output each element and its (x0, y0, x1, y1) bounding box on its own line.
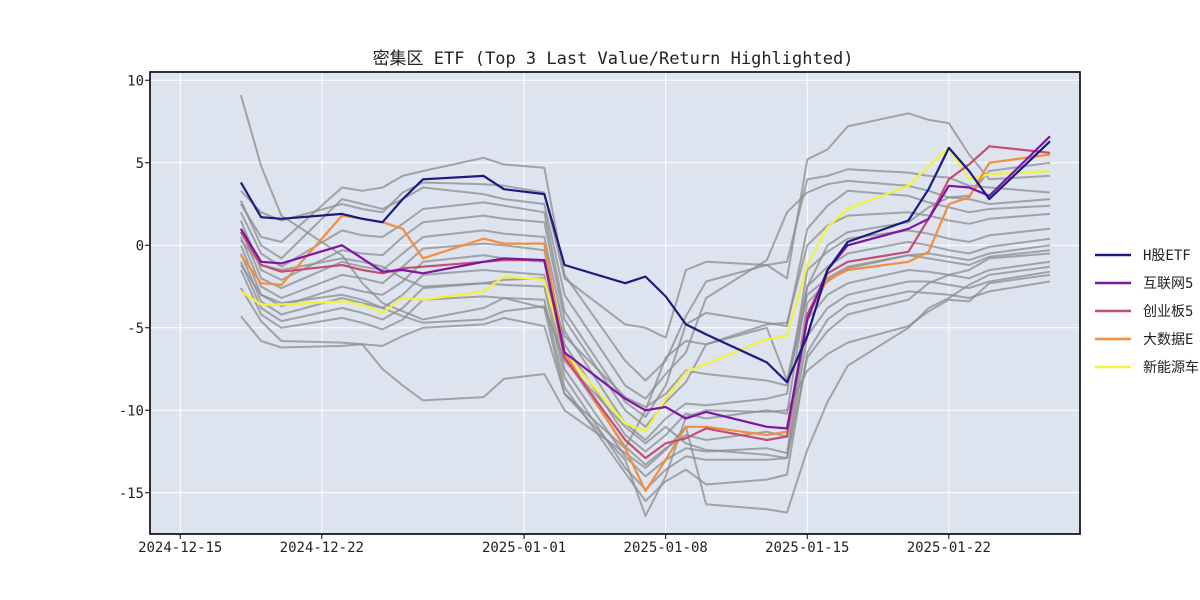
background-series-line (240, 112, 1051, 339)
series-line (239, 145, 1051, 460)
legend-label: 大数据E (1143, 332, 1193, 348)
series-line (239, 140, 1051, 384)
legend-label: 新能源车 (1143, 359, 1199, 376)
legend-label: 互联网5 (1143, 276, 1193, 292)
x-tick-label: 2025-01-22 (907, 540, 991, 556)
background-series-line (239, 236, 1051, 453)
highlighted-series-lines (239, 135, 1051, 493)
y-tick-label: -5 (127, 321, 144, 337)
background-series-line (240, 265, 1051, 514)
chart-title: 密集区 ETF (Top 3 Last Value/Return Highlig… (373, 49, 854, 69)
y-tick-label: 5 (136, 156, 144, 172)
y-tick-label: 0 (136, 238, 144, 254)
background-series-line (240, 252, 1051, 460)
series-line (239, 135, 1051, 430)
axis-ticks: 2024-12-15 2024-12-22 2025-01-01 2025-01-08… (119, 73, 991, 556)
x-tick-label: 2025-01-01 (482, 540, 566, 556)
x-tick-label: 2025-01-08 (624, 540, 708, 556)
legend-label: H股ETF (1143, 248, 1191, 264)
background-series-line (240, 156, 1051, 382)
x-tick-label: 2024-12-15 (138, 540, 222, 556)
background-series-line (239, 179, 1051, 400)
y-tick-label: -15 (119, 486, 144, 502)
background-series-line (239, 253, 1051, 478)
background-series-line (239, 261, 1051, 491)
x-tick-label: 2025-01-15 (765, 540, 849, 556)
y-tick-label: -10 (119, 403, 144, 419)
plot-frame (149, 71, 1081, 535)
legend-label: 创业板5 (1143, 304, 1193, 320)
legend: H股ETF 互联网5 创业板5 大数据E 新能源车 (1095, 248, 1199, 376)
y-tick-label: 10 (127, 73, 144, 89)
series-line (240, 146, 1051, 433)
x-tick-label: 2024-12-22 (280, 540, 364, 556)
background-series-line (239, 227, 1051, 441)
